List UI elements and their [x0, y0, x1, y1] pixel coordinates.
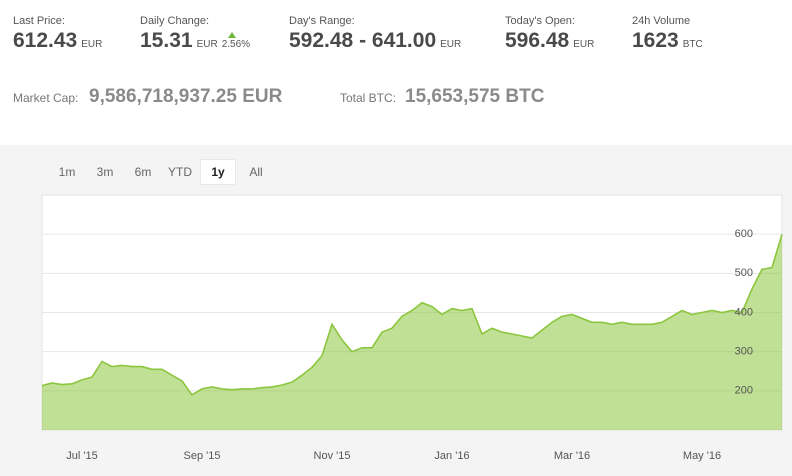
- y-tick-label: 200: [735, 385, 753, 397]
- stat-row: 15.31 EUR 2.56%: [140, 29, 250, 53]
- stat-row: 596.48 EUR: [505, 29, 594, 53]
- range-button[interactable]: 3m: [96, 165, 114, 179]
- stat-label: Today's Open:: [505, 15, 575, 27]
- summary-label: Market Cap:: [13, 91, 79, 105]
- range-button[interactable]: 6m: [134, 165, 152, 179]
- summary-value: 15,653,575 BTC: [405, 86, 545, 107]
- stat-label: Daily Change:: [140, 15, 210, 27]
- area-fill: [42, 234, 782, 430]
- y-tick-label: 300: [735, 346, 753, 358]
- stat-label: Last Price:: [13, 15, 65, 27]
- x-tick-label: Mar '16: [554, 450, 590, 462]
- up-arrow: [228, 32, 236, 38]
- stat-row: 592.48 - 641.00 EUR: [289, 29, 461, 53]
- stat-row: 1623 BTC: [632, 29, 703, 53]
- range-button[interactable]: 1y: [201, 160, 235, 184]
- stat-unit: EUR: [573, 39, 595, 50]
- summary-value: 9,586,718,937.25 EUR: [89, 86, 283, 107]
- stat-row: 612.43 EUR: [13, 29, 102, 53]
- stat-unit: EUR: [196, 39, 218, 50]
- area-line: [41, 233, 783, 396]
- stat-value: 596.48: [505, 29, 570, 52]
- stat-label: 24h Volume: [632, 15, 691, 27]
- x-tick-label: Jan '16: [434, 450, 469, 462]
- x-tick-label: May '16: [683, 450, 721, 462]
- range-button[interactable]: All: [249, 165, 263, 179]
- x-tick-label: Jul '15: [66, 450, 97, 462]
- y-tick-label: 500: [735, 267, 753, 279]
- range-button[interactable]: 1m: [58, 165, 76, 179]
- summary-label: Total BTC:: [340, 91, 397, 105]
- stat-value: 15.31: [140, 29, 193, 52]
- y-tick-label: 600: [735, 228, 753, 240]
- y-tick-label: 400: [735, 306, 753, 318]
- stat-value: 612.43: [13, 29, 78, 52]
- stat-value: 592.48 - 641.00: [289, 29, 437, 52]
- stat-label: Day's Range:: [289, 15, 355, 27]
- x-tick-label: Nov '15: [314, 450, 351, 462]
- stat-change: 2.56%: [221, 39, 251, 50]
- stat-unit: EUR: [440, 39, 462, 50]
- x-tick-label: Sep '15: [184, 450, 221, 462]
- stat-value: 1623: [632, 29, 679, 52]
- stat-unit: EUR: [81, 39, 103, 50]
- stat-unit: BTC: [682, 39, 703, 50]
- range-button[interactable]: YTD: [168, 165, 192, 179]
